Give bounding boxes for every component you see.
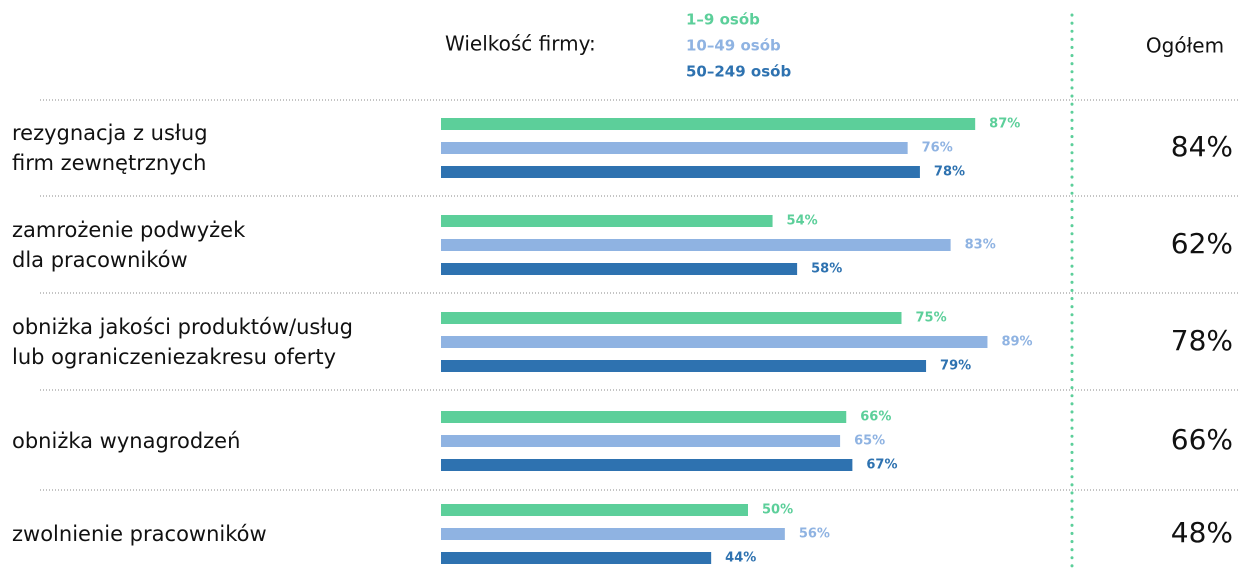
bar (441, 336, 988, 348)
category-label: obniżka wynagrodzeń (12, 429, 241, 453)
legend-entry: 50–249 osób (686, 63, 791, 81)
data-label: 78% (934, 165, 965, 180)
bar (441, 435, 841, 447)
data-label: 75% (916, 311, 947, 326)
bar (441, 118, 976, 130)
data-label: 65% (854, 434, 885, 449)
data-label: 76% (922, 141, 953, 156)
legend-title: Wielkość firmy: (445, 32, 596, 56)
data-label: 79% (940, 359, 971, 374)
bar (441, 360, 927, 372)
total-value: 62% (1171, 227, 1233, 260)
data-label: 54% (787, 214, 818, 229)
data-label: 44% (725, 551, 756, 566)
bar (441, 142, 908, 154)
category-label: rezygnacja z usług firm zewnętrznych (12, 121, 208, 175)
data-label: 87% (989, 117, 1020, 132)
bar (441, 215, 773, 227)
data-label: 56% (799, 527, 830, 542)
data-label: 67% (866, 458, 897, 473)
category-label: zamrożenie podwyżek dla pracowników (12, 218, 246, 272)
bar (441, 411, 847, 423)
data-label: 58% (811, 262, 842, 277)
bar (441, 552, 712, 564)
bar (441, 459, 853, 471)
category-label: obniżka jakości produktów/usług lub ogra… (12, 315, 353, 369)
bar (441, 263, 798, 275)
legend-entry: 10–49 osób (686, 37, 781, 55)
data-label: 66% (860, 410, 891, 425)
bar (441, 528, 785, 540)
total-value: 78% (1171, 324, 1233, 357)
bar (441, 504, 748, 516)
total-value: 66% (1171, 423, 1233, 456)
data-label: 50% (762, 503, 793, 518)
total-value: 84% (1171, 130, 1233, 163)
total-title: Ogółem (1146, 34, 1224, 58)
data-label: 89% (1001, 335, 1032, 350)
legend-entry: 1–9 osób (686, 11, 760, 29)
data-label: 83% (965, 238, 996, 253)
bar (441, 166, 920, 178)
bar (441, 312, 902, 324)
bar (441, 239, 951, 251)
total-value: 48% (1171, 516, 1233, 549)
category-label: zwolnienie pracowników (12, 522, 267, 546)
